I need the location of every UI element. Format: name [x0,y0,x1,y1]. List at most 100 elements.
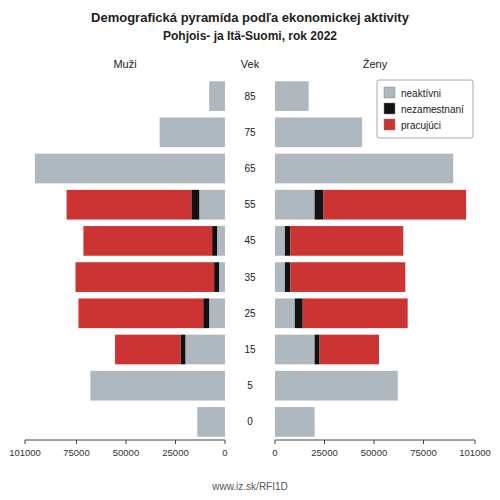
bar-segment [83,226,212,256]
bar-segment [35,154,225,184]
bar-segment [90,371,91,401]
x-tick [125,440,126,444]
bar-segment [285,226,291,256]
legend-frame [377,80,473,138]
title: Demografická pyramída podľa ekonomickej … [91,10,410,25]
bar-segment [90,371,225,401]
bar-segment [285,262,291,292]
bar-segment [75,262,214,292]
bar-segment [34,154,35,184]
bar-segment [295,298,303,328]
bar-segment [212,226,217,256]
legend-swatch [384,103,395,114]
category-label: 65 [244,163,256,174]
bar-segment [314,407,315,437]
bar-segment [290,262,405,292]
category-label: 55 [244,199,256,210]
bar-segment [199,190,225,220]
x-tick-label: 101000 [459,447,491,458]
category-label: 75 [244,127,256,138]
chart: Demografická pyramída podľa ekonomickej … [0,0,500,500]
x-tick [175,440,176,444]
bar-segment [362,117,363,147]
x-tick [76,440,77,444]
bar-segment [219,262,225,292]
category-label: 85 [244,91,256,102]
bar-segment [275,298,295,328]
bar-segment [324,190,467,220]
category-label: 35 [244,272,256,283]
x-tick [374,440,375,444]
bar-segment [308,81,309,111]
panel-label: Ženy [363,58,388,70]
bar-segment [217,226,225,256]
bar-segment [397,371,398,401]
x-axis-line [25,440,225,441]
bar-segment [159,117,160,147]
x-tick-label: 25000 [162,447,188,458]
x-tick [475,440,476,444]
category-label: 25 [244,308,256,319]
annotation: www.iz.sk/RFI1D [211,481,288,492]
bar-segment [159,117,160,147]
bar-segment [314,407,315,437]
x-tick-label: 101000 [9,447,41,458]
x-tick-label: 25000 [311,447,337,458]
bar-segment [185,335,225,365]
bar-segment [275,371,398,401]
category-label: 15 [244,344,256,355]
x-tick [423,440,424,444]
bar-segment [209,81,225,111]
bar-segment [397,371,398,401]
bar-segment [290,226,403,256]
bar-segment [275,190,315,220]
bar-segment [203,298,209,328]
x-tick [25,440,26,444]
bar-segment [34,154,35,184]
bar-segment [78,298,203,328]
panel-label: Muži [113,58,136,70]
bar-segment [115,335,180,365]
bars [35,81,225,436]
bar-segment [160,117,225,147]
bar-segment [275,407,315,437]
legend: neaktívninezamestnanípracujúci [377,80,473,138]
category-label: 5 [247,380,253,391]
category-label: 45 [244,235,256,246]
bar-segment [275,117,362,147]
x-tick-label: 75000 [410,447,436,458]
x-tick-label: 50000 [361,447,387,458]
bar-segment [315,190,324,220]
x-axis-line [275,440,475,441]
bar-segment [315,335,320,365]
x-tick [275,440,276,444]
bar-segment [275,335,315,365]
bar-segment [197,407,198,437]
category-label: 0 [247,416,253,427]
bar-segment [209,81,210,111]
x-tick-label: 50000 [113,447,139,458]
legend-entry: neaktívni [401,88,441,99]
x-tick-label: 0 [222,447,227,458]
bar-segment [197,407,198,437]
x-tick-label: 0 [272,447,277,458]
x-tick [225,440,226,444]
bar-segment [90,371,91,401]
bar-segment [275,262,285,292]
bar-segment [275,226,285,256]
legend-swatch [384,87,395,98]
legend-swatch [384,119,395,130]
bar-segment [303,298,408,328]
legend-entry: nezamestnaní [401,104,464,115]
x-tick-label: 75000 [63,447,89,458]
bar-segment [67,190,192,220]
bar-segment [209,298,225,328]
bar-segment [453,154,454,184]
subtitle: Pohjois- ja Itä-Suomi, rok 2022 [163,29,337,43]
bar-segment [362,117,363,147]
bar-segment [214,262,219,292]
bar-segment [180,335,185,365]
bar-segment [320,335,379,365]
bar-segment [308,81,309,111]
bar-segment [275,81,309,111]
